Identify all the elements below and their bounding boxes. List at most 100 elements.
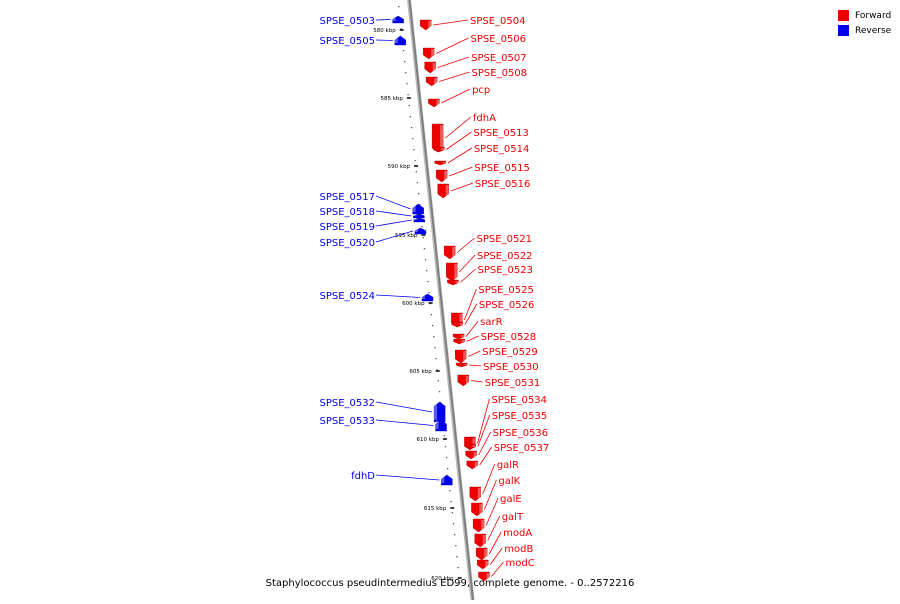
gene-leader-line (449, 166, 473, 177)
gene-leader-line (375, 19, 391, 21)
gene-glyph-SPSE_0522 (446, 262, 458, 282)
gene-glyph-modC (478, 571, 490, 582)
gene-leader-line (482, 463, 496, 495)
gene-glyph-SPSE_0529 (455, 349, 467, 364)
track-dot (410, 127, 413, 129)
gene-glyph-highlight (432, 63, 436, 71)
gene-label: SPSE_0524 (320, 291, 376, 302)
gene-glyph-SPSE_0537 (466, 460, 478, 470)
gene-glyph-SPSE_0530 (455, 362, 468, 368)
gene-label: SPSE_0515 (474, 163, 530, 174)
gene-leader-line (464, 288, 477, 321)
gene-glyph-SPSE_0506 (422, 47, 435, 60)
gene-label: galE (500, 494, 522, 505)
gene-label: SPSE_0513 (473, 128, 529, 139)
gene-label: SPSE_0529 (482, 347, 538, 358)
track-dot (417, 193, 420, 195)
gene-leader-line (460, 268, 476, 283)
gene-glyph-SPSE_0503 (392, 15, 404, 24)
gene-glyph-SPSE_0531 (457, 374, 469, 387)
gene-label: modB (504, 544, 533, 555)
kbp-tick-label: 615 kbp (424, 506, 447, 512)
track-dot (435, 358, 437, 360)
gene-leader-line (441, 88, 471, 104)
track-dot (433, 336, 435, 338)
legend-forward-label: Forward (855, 10, 892, 21)
gene-glyph-galT (474, 533, 486, 548)
track-dot (407, 94, 409, 96)
gene-leader-line (450, 182, 474, 192)
track-dot (450, 501, 452, 503)
track-dot (406, 83, 408, 85)
gene-label: fdhA (473, 113, 496, 124)
gene-leader-line (487, 515, 501, 541)
track-dot (437, 380, 440, 382)
gene-label: SPSE_0505 (320, 36, 376, 47)
gene-leader-line (485, 497, 499, 526)
track-dot (402, 50, 405, 52)
gene-label: SPSE_0534 (491, 395, 547, 406)
gene-label: galK (498, 476, 520, 487)
gene-leader-line (469, 364, 482, 367)
gene-label: SPSE_0518 (320, 207, 376, 218)
gene-glyph-modB (477, 559, 489, 570)
gene-glyph-highlight (413, 219, 417, 220)
gene-leader-line (375, 294, 421, 298)
reverse-swatch (838, 25, 849, 36)
gene-glyph-highlight (413, 215, 417, 216)
gene-glyph-highlight (482, 535, 486, 545)
gene-label: SPSE_0523 (477, 265, 532, 276)
track-dot (423, 248, 426, 250)
gene-glyph-SPSE_0513 (433, 146, 445, 153)
gene-label: SPSE_0516 (475, 179, 531, 190)
gene-label: SPSE_0521 (477, 234, 533, 245)
track-dot (436, 369, 438, 371)
gene-glyph-SPSE_0526 (451, 321, 464, 328)
gene-glyph-highlight (459, 323, 463, 325)
genome-caption: Staphylococcus pseudintermedius ED99, co… (265, 578, 635, 589)
legend: Forward Reverse (838, 8, 891, 38)
gene-glyph-SPSE_0517 (412, 203, 424, 215)
gene-leader-line (468, 350, 481, 357)
track-dot (454, 534, 456, 536)
forward-swatch (838, 10, 849, 21)
gene-leader-line (465, 320, 479, 337)
gene-leader-line (433, 19, 469, 26)
gene-glyph-fdhD (441, 474, 453, 486)
gene-glyph-highlight (474, 462, 478, 467)
gene-label: modA (503, 528, 532, 539)
track-dot (416, 182, 419, 184)
gene-glyph-SPSE_0533 (435, 419, 447, 432)
kbp-tick-label: 600 kbp (402, 301, 425, 307)
gene-label: SPSE_0535 (492, 411, 547, 422)
gene-leader-line (459, 254, 476, 273)
gene-glyph-highlight (461, 340, 465, 342)
gene-label: SPSE_0517 (320, 192, 376, 203)
gene-glyph-SPSE_0524 (421, 293, 434, 302)
legend-reverse-label: Reverse (855, 25, 892, 36)
gene-glyph-highlight (484, 549, 488, 558)
gene-glyph-galK (471, 502, 483, 517)
gene-glyph-galR (469, 486, 481, 502)
gene-glyph-highlight (434, 78, 438, 84)
gene-glyph-highlight (486, 573, 490, 579)
track-dot (408, 105, 410, 107)
gene-glyph-galE (472, 518, 485, 533)
gene-leader-line (466, 335, 479, 342)
legend-reverse: Reverse (838, 23, 891, 38)
gene-label: SPSE_0536 (493, 428, 548, 439)
gene-leader-line (470, 380, 483, 383)
gene-glyph-highlight (452, 247, 456, 257)
gene-glyph-SPSE_0523 (447, 279, 459, 286)
track-dot (421, 226, 423, 228)
gene-glyph-SPSE_0508 (425, 76, 438, 87)
track-dot (415, 171, 417, 173)
gene-leader-line (439, 71, 470, 82)
track-dot (451, 512, 453, 514)
gene-label: SPSE_0531 (485, 378, 541, 389)
track-dot (430, 314, 433, 316)
kbp-tick-label: 605 kbp (409, 369, 432, 375)
track-dot (447, 468, 449, 470)
kbp-tick-label: 590 kbp (388, 164, 411, 170)
track-dot (428, 292, 430, 294)
